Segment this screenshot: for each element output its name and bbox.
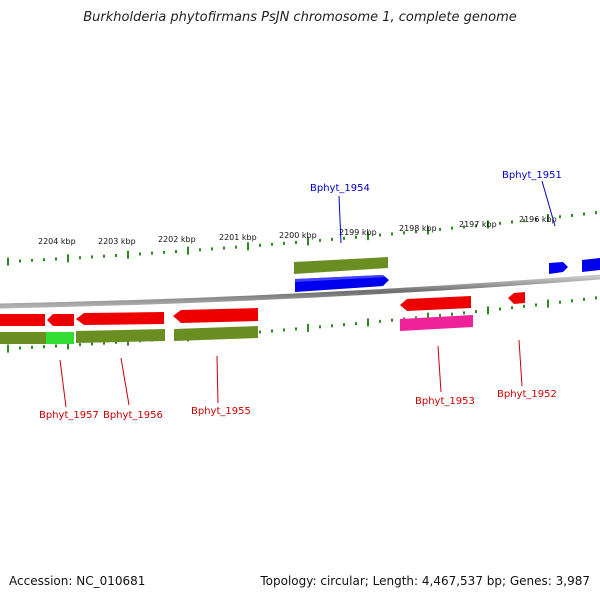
gene-bphyt-1951-arrow[interactable] [549, 262, 568, 274]
gene-arrow-red-1[interactable] [0, 314, 45, 326]
gene-arrow-red-5[interactable] [400, 296, 471, 311]
gene-bar-olive-1[interactable] [0, 332, 46, 344]
gene-label-bphyt-1951[interactable]: Bphyt_1951 [502, 170, 562, 181]
gene-bar-green[interactable] [46, 332, 74, 344]
accession-text: Accession: NC_010681 [9, 574, 146, 588]
genome-title: Burkholderia phytofirmans PsJN chromosom… [83, 10, 517, 25]
gene-label-bphyt-1955[interactable]: Bphyt_1955 [191, 406, 251, 417]
scale-label-2201: 2201 kbp [219, 233, 257, 242]
scale-label-2200: 2200 kbp [279, 231, 317, 240]
gene-right-edge-arrow[interactable] [582, 258, 600, 272]
gene-label-bphyt-1952[interactable]: Bphyt_1952 [497, 389, 557, 400]
leader-line-1954 [338, 195, 342, 244]
gene-bphyt-1954-block[interactable] [294, 257, 389, 292]
scale-label-2203: 2203 kbp [98, 237, 136, 246]
gene-bar-magenta[interactable] [400, 315, 473, 331]
gene-arrow-blue-highlight [295, 275, 386, 282]
scale-label-2197: 2197 kbp [459, 220, 497, 229]
scale-label-2198: 2198 kbp [399, 224, 437, 233]
scale-ticks-upper [7, 211, 597, 266]
leader-line-1952 [518, 339, 523, 387]
gene-bar-olive[interactable] [294, 257, 388, 274]
gene-arrow-red-4[interactable] [173, 308, 258, 323]
scale-label-2202: 2202 kbp [158, 235, 196, 244]
genome-summary-text: Topology: circular; Length: 4,467,537 bp… [260, 574, 590, 588]
scale-label-2199: 2199 kbp [339, 228, 377, 237]
scale-label-2196: 2196 kbp [519, 215, 557, 224]
leader-line-1953 [437, 345, 442, 393]
leader-line-1951 [541, 180, 556, 227]
leader-line-1955 [216, 355, 219, 404]
leader-line-1956 [120, 357, 130, 406]
scale-label-2204: 2204 kbp [38, 237, 76, 246]
gene-arrow-red-2[interactable] [47, 314, 74, 326]
gene-label-bphyt-1954[interactable]: Bphyt_1954 [310, 183, 370, 194]
chromosome-backbone [0, 274, 600, 309]
gene-label-bphyt-1953[interactable]: Bphyt_1953 [415, 396, 475, 407]
gene-bar-olive-3[interactable] [174, 326, 258, 341]
gene-label-bphyt-1957[interactable]: Bphyt_1957 [39, 410, 99, 421]
gene-bar-olive-2[interactable] [76, 329, 165, 343]
gene-arrow-red-3[interactable] [76, 312, 164, 325]
gene-arrow-red-6[interactable] [508, 292, 525, 304]
leader-line-1957 [59, 359, 67, 408]
gene-label-bphyt-1956[interactable]: Bphyt_1956 [103, 410, 163, 421]
